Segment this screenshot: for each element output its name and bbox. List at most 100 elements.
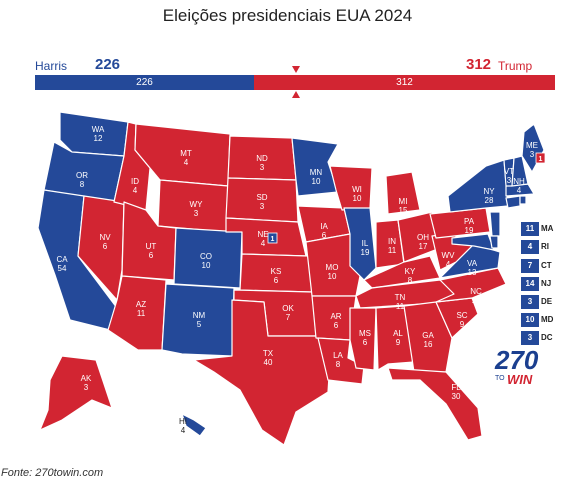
state-ev-oh: 17 [419, 242, 428, 251]
me-district-box [535, 152, 546, 164]
state-ev-nh: 4 [517, 186, 522, 195]
state-label-ak: AK [81, 374, 92, 383]
state-label-ca: CA [56, 255, 68, 264]
state-ev-wv: 4 [446, 260, 451, 269]
state-label-wa: WA [92, 125, 105, 134]
state-label-nm: NM [193, 311, 206, 320]
state-label-mo: MO [326, 263, 339, 272]
state-label-ks: KS [271, 267, 282, 276]
state-label-nv: NV [99, 233, 111, 242]
state-label-co: CO [200, 252, 212, 261]
harris-votes: 226 [95, 56, 121, 73]
harris-bar: 226 [35, 75, 254, 90]
state-ev-al: 9 [396, 338, 401, 347]
state-ev-ca: 54 [58, 264, 67, 273]
state-label-ny: NY [483, 187, 495, 196]
state-label-nc: NC [470, 287, 482, 296]
trump-bar: 312 [254, 75, 555, 90]
state-label-la: LA [333, 351, 343, 360]
state-label-al: AL [393, 329, 403, 338]
state-label-az: AZ [136, 300, 146, 309]
state-label-ne: NE [257, 230, 268, 239]
nj-ev: 14 [521, 277, 539, 291]
state-label-il: IL [362, 239, 369, 248]
state-label-va: VA [467, 259, 478, 268]
state-hi [181, 413, 207, 437]
state-nh [511, 155, 529, 187]
state-ev-nv: 6 [103, 242, 108, 251]
state-ev-ks: 6 [274, 276, 279, 285]
state-ev-id: 4 [133, 186, 138, 195]
state-label-wy: WY [190, 200, 204, 209]
state-ev-ak: 3 [84, 383, 89, 392]
state-ev-la: 8 [336, 360, 341, 369]
state-label-nd: ND [256, 154, 268, 163]
state-ev-or: 8 [80, 180, 85, 189]
md-ev: 10 [521, 313, 539, 327]
harris-name: Harris [35, 59, 67, 73]
ri-label: RI [541, 242, 549, 251]
state-ev-in: 11 [388, 246, 397, 255]
state-fl [387, 367, 483, 441]
ne-district-value: 1 [271, 236, 275, 243]
state-label-ga: GA [422, 331, 434, 340]
source-note: Fonte: 270towin.com [1, 467, 104, 479]
state-ev-sd: 3 [260, 202, 265, 211]
small-state-ma: 11 MA [521, 222, 575, 236]
state-nj [489, 211, 501, 237]
small-state-ct: 7 CT [521, 259, 575, 273]
ct-ev: 7 [521, 259, 539, 273]
ct-label: CT [541, 261, 552, 270]
state-label-sc: SC [456, 311, 467, 320]
state-al [375, 305, 415, 371]
state-ev-wy: 3 [194, 209, 199, 218]
state-wi [329, 165, 373, 211]
state-tx [193, 299, 331, 446]
logo-to: TO [495, 375, 505, 382]
state-ev-tn: 11 [396, 302, 405, 311]
state-ev-va: 13 [468, 268, 477, 277]
state-ev-mi: 15 [399, 206, 408, 215]
state-ev-ga: 16 [424, 340, 433, 349]
nj-label: NJ [541, 279, 552, 288]
majority-marker-top [292, 66, 300, 73]
state-ev-mo: 10 [328, 272, 337, 281]
state-ev-ms: 6 [363, 338, 368, 347]
de-ev: 3 [521, 295, 539, 309]
state-label-hi: HI [179, 417, 187, 426]
state-label-fl: FL [451, 383, 461, 392]
state-label-id: ID [131, 177, 139, 186]
trump-votes: 312 [466, 56, 492, 73]
state-label-or: OR [76, 171, 88, 180]
state-ev-tx: 40 [264, 358, 273, 367]
state-ev-az: 11 [137, 309, 146, 318]
state-mo [305, 233, 363, 297]
state-ct [505, 195, 521, 209]
state-ev-wa: 12 [94, 134, 103, 143]
state-ev-co: 10 [202, 261, 211, 270]
state-label-tn: TN [395, 293, 406, 302]
state-label-ar: AR [330, 312, 341, 321]
270towin-logo: 270 TO WIN [495, 347, 545, 387]
ma-ev: 11 [521, 222, 539, 236]
state-ri [519, 195, 527, 205]
state-ev-mt: 4 [184, 158, 189, 167]
state-label-ms: MS [359, 329, 371, 338]
state-ev-nc: 16 [472, 296, 481, 305]
state-ev-mn: 10 [312, 177, 321, 186]
state-label-ok: OK [282, 304, 294, 313]
state-label-wv: WV [442, 251, 456, 260]
state-ev-me: 3 [530, 150, 535, 159]
state-az [107, 275, 167, 351]
state-label-wi: WI [352, 185, 362, 194]
state-ev-hi: 4 [181, 426, 186, 435]
state-mi [385, 171, 421, 215]
dc-ev: 3 [521, 331, 539, 345]
state-ev-ne: 4 [261, 239, 266, 248]
logo-number: 270 [495, 345, 539, 375]
page-title: Eleições presidenciais EUA 2024 [162, 6, 413, 25]
state-nm [161, 283, 235, 357]
state-label-ut: UT [146, 242, 157, 251]
state-label-vt: VT [504, 167, 514, 176]
